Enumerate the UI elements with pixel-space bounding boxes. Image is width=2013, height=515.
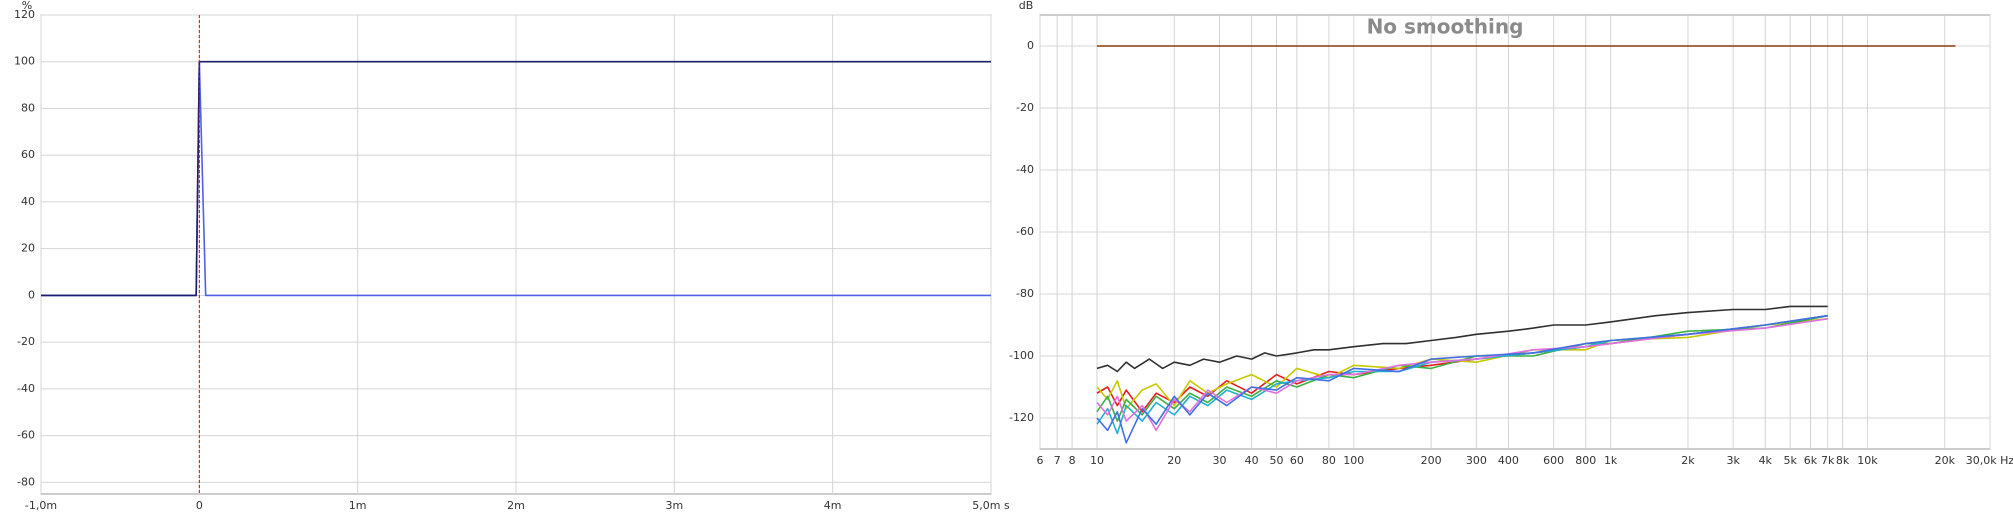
x-tick-label: 2m [507,499,525,512]
x-tick-label: 7 [1054,454,1061,467]
x-tick-label: 6 [1037,454,1044,467]
x-tick-label: 3m [665,499,683,512]
y-tick-label: 100 [14,55,35,68]
x-tick-label: 20 [1167,454,1181,467]
series-line [1096,318,1828,432]
x-tick-label: 8 [1069,454,1076,467]
y-tick-label: -20 [17,335,35,348]
x-tick-label: 400 [1498,454,1519,467]
x-tick-label: 0 [196,499,203,512]
x-tick-label: 6k [1804,454,1818,467]
y-tick-label: -80 [1016,287,1034,300]
x-tick-label: 4k [1759,454,1773,467]
y-tick-label: 20 [21,242,35,255]
y-tick-label: -100 [1009,349,1034,362]
x-tick-label: 20k [1935,454,1956,467]
series-line [1096,314,1828,444]
x-tick-label: 10k [1857,454,1878,467]
y-axis-label: dB [1019,0,1034,12]
x-tick-label: 30 [1213,454,1227,467]
y-tick-label: 40 [21,195,35,208]
x-tick-label: 80 [1322,454,1336,467]
y-tick-label: -60 [1016,225,1034,238]
y-tick-label: -40 [17,382,35,395]
x-tick-label: 300 [1466,454,1487,467]
series-line [1096,305,1828,373]
x-tick-label: -1,0m [25,499,57,512]
y-tick-label: 0 [1027,39,1034,52]
x-tick-label: 800 [1575,454,1596,467]
y-tick-label: 60 [21,148,35,161]
y-tick-label: 0 [28,288,35,301]
x-tick-label: 1k [1604,454,1618,467]
x-tick-label: 50 [1269,454,1283,467]
x-tick-label: 200 [1421,454,1442,467]
chart-title: No smoothing [1367,15,1524,39]
x-tick-label: 1m [349,499,367,512]
x-tick-label: 7k [1821,454,1835,467]
y-tick-label: -20 [1016,101,1034,114]
x-tick-label: 30,0k Hz [1966,454,2013,467]
x-tick-label: 3k [1726,454,1740,467]
y-tick-label: 120 [14,8,35,21]
y-tick-label: -80 [17,475,35,488]
series-line [41,60,991,297]
y-tick-label: -60 [17,429,35,442]
x-tick-label: 600 [1543,454,1564,467]
y-tick-label: -120 [1009,411,1034,424]
y-tick-label: 80 [21,101,35,114]
x-tick-label: 2k [1681,454,1695,467]
series-line [1096,318,1828,410]
y-tick-label: -40 [1016,163,1034,176]
x-tick-label: 40 [1245,454,1259,467]
x-tick-label: 100 [1343,454,1364,467]
x-tick-label: 5,0m s [972,499,1010,512]
x-tick-label: 60 [1290,454,1304,467]
y-axis-label: % [22,0,32,12]
x-tick-label: 5k [1783,454,1797,467]
x-tick-label: 10 [1090,454,1104,467]
x-tick-label: 8k [1836,454,1850,467]
x-tick-label: 4m [824,499,842,512]
